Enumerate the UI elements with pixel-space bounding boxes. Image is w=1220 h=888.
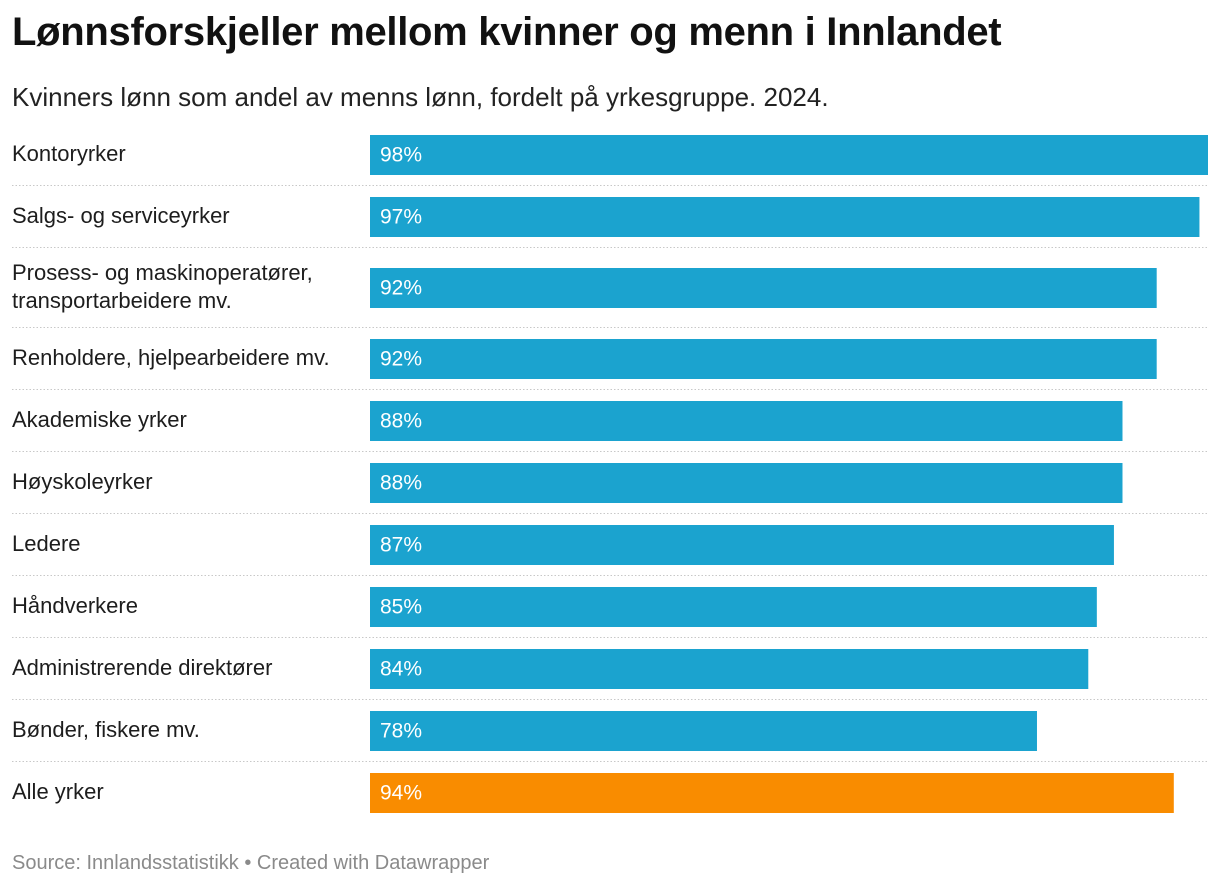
bar bbox=[370, 463, 1123, 503]
category-label: Salgs- og serviceyrker bbox=[12, 203, 230, 228]
category-label: Høyskoleyrker bbox=[12, 469, 153, 494]
category-label: Alle yrker bbox=[12, 779, 104, 804]
bar-row: Administrerende direktører 84% bbox=[12, 649, 1208, 700]
value-label: 78% bbox=[380, 720, 422, 743]
bar-row: Salgs- og serviceyrker 97% bbox=[12, 197, 1208, 248]
bar bbox=[370, 525, 1114, 565]
category-label: Håndverkere bbox=[12, 593, 138, 618]
value-label: 94% bbox=[380, 782, 422, 805]
bar-highlight bbox=[370, 773, 1174, 813]
category-label-line: Salgs- og serviceyrker bbox=[12, 203, 230, 228]
bar-row: Håndverkere 85% bbox=[12, 587, 1208, 638]
category-label: Kontoryrker bbox=[12, 141, 126, 166]
value-label: 97% bbox=[380, 206, 422, 229]
value-label: 85% bbox=[380, 596, 422, 619]
category-label-line: transportarbeidere mv. bbox=[12, 288, 232, 313]
value-label: 87% bbox=[380, 534, 422, 557]
category-label-line: Ledere bbox=[12, 531, 81, 556]
footer-separator: • bbox=[244, 852, 252, 874]
category-label: Administrerende direktører bbox=[12, 655, 272, 680]
bar bbox=[370, 339, 1157, 379]
source-note: Source: Innlandsstatistikk bbox=[12, 852, 239, 874]
category-label: Prosess- og maskinoperatører, transportar… bbox=[12, 260, 313, 313]
bar bbox=[370, 649, 1089, 689]
value-label: 92% bbox=[380, 277, 422, 300]
value-label: 88% bbox=[380, 472, 422, 495]
category-label-line: Alle yrker bbox=[12, 779, 104, 804]
value-label: 98% bbox=[380, 144, 422, 167]
chart-subtitle: Kvinners lønn som andel av menns lønn, f… bbox=[12, 82, 829, 112]
bar bbox=[370, 711, 1037, 751]
category-label-line: Håndverkere bbox=[12, 593, 138, 618]
credit-note: Created with Datawrapper bbox=[256, 852, 490, 874]
value-label: 84% bbox=[380, 658, 422, 681]
category-label-line: Kontoryrker bbox=[12, 141, 126, 166]
category-label-line: Administrerende direktører bbox=[12, 655, 272, 680]
category-label: Renholdere, hjelpearbeidere mv. bbox=[12, 345, 330, 370]
bar bbox=[370, 587, 1097, 627]
category-label: Bønder, fiskere mv. bbox=[12, 717, 200, 742]
category-label-line: Bønder, fiskere mv. bbox=[12, 717, 200, 742]
value-label: 92% bbox=[380, 348, 422, 371]
bar-row: Bønder, fiskere mv. 78% bbox=[12, 711, 1208, 762]
bar bbox=[370, 197, 1200, 237]
category-label-line: Renholdere, hjelpearbeidere mv. bbox=[12, 345, 330, 370]
bar-row: Prosess- og maskinoperatører, transportar… bbox=[12, 260, 1208, 328]
category-label: Ledere bbox=[12, 531, 81, 556]
chart-footer: Source: Innlandsstatistikk • Created wit… bbox=[12, 852, 489, 875]
bar-row: Akademiske yrker 88% bbox=[12, 401, 1208, 452]
bar-row: Renholdere, hjelpearbeidere mv. 92% bbox=[12, 339, 1208, 390]
category-label-line: Akademiske yrker bbox=[12, 407, 187, 432]
chart-title: Lønnsforskjeller mellom kvinner og menn … bbox=[12, 10, 1002, 54]
bar-row: Ledere 87% bbox=[12, 525, 1208, 576]
bar bbox=[370, 401, 1123, 441]
bar-row: Alle yrker 94% bbox=[12, 773, 1174, 813]
category-label-line: Høyskoleyrker bbox=[12, 469, 153, 494]
bar bbox=[370, 268, 1157, 308]
category-label-line: Prosess- og maskinoperatører, bbox=[12, 260, 313, 285]
category-label: Akademiske yrker bbox=[12, 407, 187, 432]
value-label: 88% bbox=[380, 410, 422, 433]
bar-row: Kontoryrker 98% bbox=[12, 135, 1208, 186]
bar-row: Høyskoleyrker 88% bbox=[12, 463, 1208, 514]
bar bbox=[370, 135, 1208, 175]
